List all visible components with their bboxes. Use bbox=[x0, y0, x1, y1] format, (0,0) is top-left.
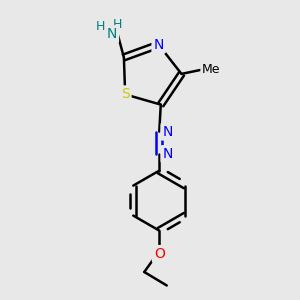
Text: Me: Me bbox=[202, 63, 221, 76]
Text: N: N bbox=[107, 27, 117, 41]
Text: N: N bbox=[154, 38, 164, 52]
Text: H: H bbox=[112, 18, 122, 31]
Text: N: N bbox=[163, 124, 173, 139]
Text: H: H bbox=[96, 20, 106, 33]
Text: O: O bbox=[154, 247, 165, 261]
Text: N: N bbox=[163, 147, 173, 161]
Text: S: S bbox=[121, 87, 130, 101]
